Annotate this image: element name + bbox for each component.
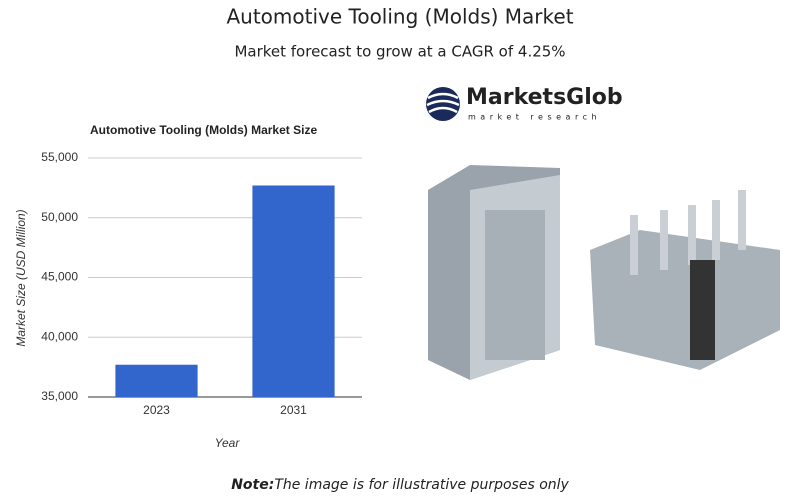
y-axis-label: Market Size (USD Million) — [14, 209, 28, 346]
mold-cavities — [485, 210, 545, 360]
mold-illustration — [428, 165, 780, 380]
mold-pin — [712, 200, 720, 260]
logo-name: MarketsGlob — [466, 85, 623, 110]
bar — [252, 185, 335, 397]
logo-stripes — [426, 92, 460, 114]
x-tick-label: 2031 — [280, 403, 307, 417]
y-tick-label: 55,000 — [41, 150, 78, 164]
note-text: The image is for illustrative purposes o… — [274, 477, 569, 493]
y-tick-label: 35,000 — [41, 389, 78, 403]
mold-pin — [738, 190, 746, 250]
logo: MarketsGlob market research — [426, 85, 623, 122]
page-title: Automotive Tooling (Molds) Market — [226, 5, 573, 29]
y-tick-label: 50,000 — [41, 210, 78, 224]
bar — [115, 364, 198, 397]
chart-title: Automotive Tooling (Molds) Market Size — [90, 123, 317, 137]
x-tick-label: 2023 — [143, 403, 170, 417]
mold-pin — [660, 210, 668, 270]
mold-clamp — [690, 260, 715, 360]
mold-pin — [630, 215, 638, 275]
logo-tagline: market research — [468, 113, 601, 122]
mold-pin — [688, 205, 696, 265]
x-axis-label: Year — [215, 436, 241, 450]
page-subtitle: Market forecast to grow at a CAGR of 4.2… — [234, 43, 565, 61]
mold-right — [590, 230, 780, 370]
y-tick-label: 40,000 — [41, 329, 78, 343]
note-label: Note: — [231, 477, 274, 493]
note: Note:The image is for illustrative purpo… — [231, 477, 569, 493]
y-tick-label: 45,000 — [41, 270, 78, 284]
